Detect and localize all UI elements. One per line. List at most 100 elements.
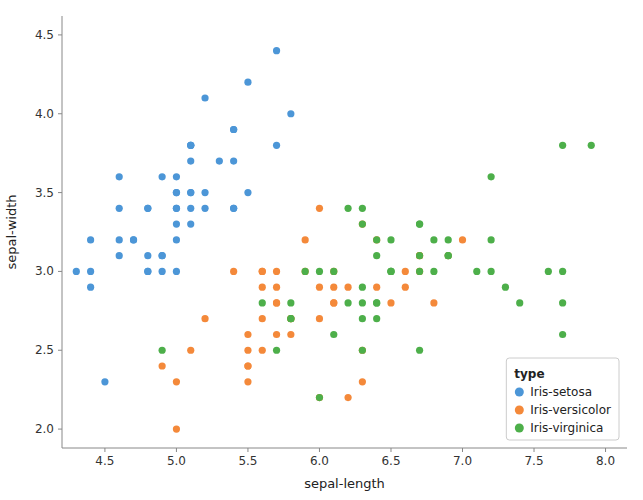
x-axis-label: sepal-length	[304, 476, 385, 491]
point	[359, 205, 366, 212]
point	[373, 284, 380, 291]
point	[344, 284, 351, 291]
point	[244, 362, 251, 369]
point	[101, 378, 108, 385]
y-tick-label: 3.0	[35, 264, 54, 278]
point	[173, 189, 180, 196]
point	[187, 221, 194, 228]
legend: typeIris-setosaIris-versicolorIris-virgi…	[506, 358, 619, 440]
point	[144, 252, 151, 259]
x-tick-label: 7.5	[524, 454, 543, 468]
point	[201, 315, 208, 322]
point	[187, 157, 194, 164]
point	[173, 268, 180, 275]
point	[144, 205, 151, 212]
point	[287, 315, 294, 322]
legend-marker	[515, 424, 524, 433]
x-tick-label: 4.5	[95, 454, 114, 468]
x-tick-label: 5.0	[167, 454, 186, 468]
x-tick	[319, 448, 320, 452]
point	[373, 236, 380, 243]
point	[430, 268, 437, 275]
point	[187, 189, 194, 196]
point	[116, 252, 123, 259]
x-tick-label: 8.0	[596, 454, 615, 468]
point	[445, 252, 452, 259]
point	[545, 268, 552, 275]
point	[387, 299, 394, 306]
y-tick	[58, 113, 62, 114]
point	[445, 236, 452, 243]
point	[359, 284, 366, 291]
point	[144, 268, 151, 275]
legend-label: Iris-virginica	[530, 421, 603, 435]
point	[144, 268, 151, 275]
point	[201, 205, 208, 212]
point	[316, 284, 323, 291]
point	[130, 236, 137, 243]
point	[244, 79, 251, 86]
y-tick-label: 2.0	[35, 422, 54, 436]
point	[187, 142, 194, 149]
point	[344, 299, 351, 306]
point	[287, 299, 294, 306]
point	[316, 394, 323, 401]
point	[316, 315, 323, 322]
point	[173, 221, 180, 228]
point	[502, 284, 509, 291]
point	[373, 252, 380, 259]
y-tick-label: 4.5	[35, 28, 54, 42]
point	[316, 205, 323, 212]
point	[287, 110, 294, 117]
axes: 4.55.05.56.06.57.07.58.02.02.53.03.54.04…	[35, 16, 627, 468]
series	[73, 47, 295, 385]
series	[159, 205, 467, 433]
point	[116, 236, 123, 243]
point	[359, 378, 366, 385]
point	[402, 268, 409, 275]
point	[273, 284, 280, 291]
x-axis-line	[62, 448, 627, 449]
legend-marker	[515, 388, 524, 397]
point	[559, 331, 566, 338]
point	[259, 268, 266, 275]
legend-marker	[515, 406, 524, 415]
point	[173, 189, 180, 196]
point	[273, 268, 280, 275]
point	[344, 394, 351, 401]
y-axis-line	[62, 16, 63, 448]
point	[244, 331, 251, 338]
point	[387, 236, 394, 243]
point	[302, 268, 309, 275]
point	[130, 236, 137, 243]
point	[330, 299, 337, 306]
point	[302, 236, 309, 243]
point	[259, 299, 266, 306]
point	[244, 378, 251, 385]
point	[159, 268, 166, 275]
point	[173, 378, 180, 385]
point	[287, 315, 294, 322]
point	[588, 142, 595, 149]
x-tick	[462, 448, 463, 452]
x-tick-label: 6.0	[310, 454, 329, 468]
point	[302, 268, 309, 275]
point	[287, 331, 294, 338]
point	[559, 142, 566, 149]
point	[373, 315, 380, 322]
legend-label: Iris-setosa	[530, 385, 592, 399]
y-tick-label: 4.0	[35, 107, 54, 121]
x-tick	[247, 448, 248, 452]
point	[445, 252, 452, 259]
point	[273, 47, 280, 54]
point	[159, 173, 166, 180]
point	[416, 268, 423, 275]
x-tick	[104, 448, 105, 452]
point	[430, 236, 437, 243]
point	[201, 94, 208, 101]
legend-box	[506, 358, 619, 440]
point	[416, 252, 423, 259]
point	[187, 189, 194, 196]
y-tick	[58, 34, 62, 35]
point	[416, 252, 423, 259]
